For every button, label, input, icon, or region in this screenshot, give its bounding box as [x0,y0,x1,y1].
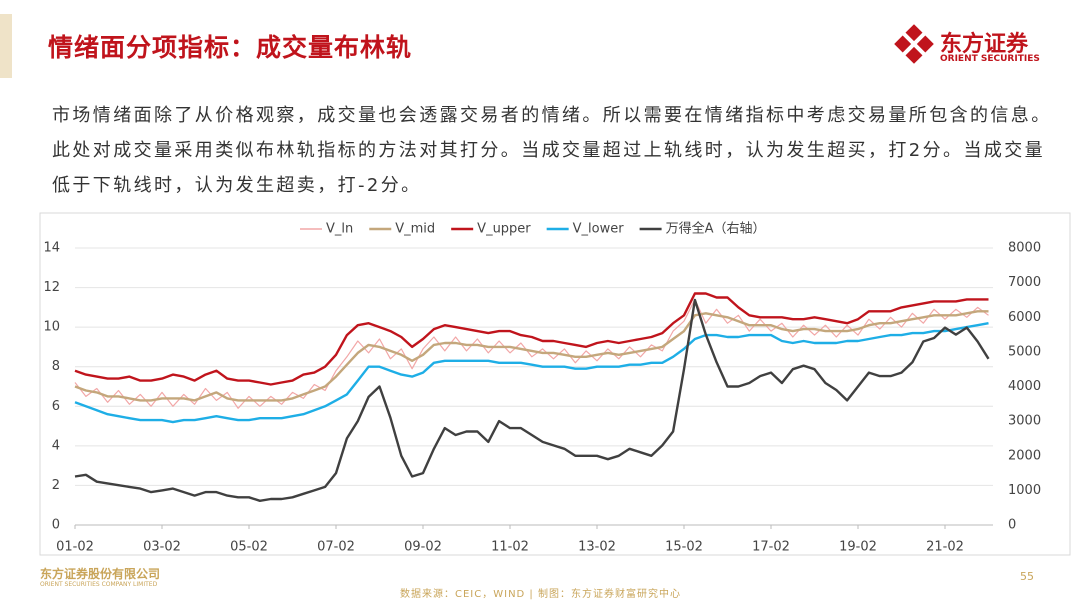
y2-tick-label: 6000 [1008,310,1041,325]
accent-bar [0,14,12,78]
series-line [74,292,989,386]
legend-label: V_ln [326,222,353,237]
y-tick-label: 14 [43,241,60,256]
y-tick-label: 0 [52,518,60,533]
y2-tick-label: 5000 [1008,344,1041,359]
logo-sub: ORIENT SECURITIES [940,54,1040,64]
series-line [74,298,990,502]
slide-title: 情绪面分项指标：成交量布林轨 [48,33,413,62]
x-tick-label: 19-02 [839,540,877,555]
x-tick-label: 03-02 [143,540,181,555]
y2-tick-label: 7000 [1008,275,1041,290]
y2-tick-label: 4000 [1008,379,1041,394]
legend-label: V_mid [395,222,435,237]
footer-company-en: ORIENT SECURITIES COMPANY LIMITED [40,581,158,588]
y2-tick-label: 1000 [1008,483,1041,498]
x-tick-label: 09-02 [404,540,442,555]
y-tick-label: 12 [43,280,60,295]
page-number: 55 [1020,570,1034,583]
logo-icon [894,24,934,64]
legend-label: V_upper [477,222,531,237]
x-tick-label: 21-02 [926,540,964,555]
y2-tick-label: 2000 [1008,448,1041,463]
footer-source: 数据来源：CEIC，WIND | 制图：东方证券财富研究中心 [400,589,681,600]
y-tick-label: 10 [43,320,60,335]
series-line [74,310,989,402]
x-tick-label: 01-02 [56,540,94,555]
plot-frame [39,212,1071,556]
legend-label: V_lower [573,222,625,237]
x-tick-label: 11-02 [491,540,529,555]
y2-tick-label: 8000 [1008,241,1041,256]
y-tick-label: 4 [52,438,60,453]
x-tick-label: 13-02 [578,540,616,555]
x-tick-label: 07-02 [317,540,355,555]
y2-tick-label: 0 [1008,518,1016,533]
y-tick-label: 6 [52,399,60,414]
x-tick-label: 17-02 [752,540,790,555]
y-tick-label: 8 [52,359,60,374]
y2-tick-label: 3000 [1008,414,1041,429]
x-tick-label: 15-02 [665,540,703,555]
footer-company: 东方证券股份有限公司 [40,567,161,581]
logo-name: 东方证券 [940,32,1029,57]
series-line [74,298,989,409]
body-text: 市场情绪面除了从价格观察，成交量也会透露交易者的情绪。所以需要在情绪指标中考虑交… [52,105,1052,196]
legend-label: 万得全A（右轴） [666,221,766,237]
series-line [74,322,989,424]
y-tick-label: 2 [52,478,60,493]
x-tick-label: 05-02 [230,540,268,555]
